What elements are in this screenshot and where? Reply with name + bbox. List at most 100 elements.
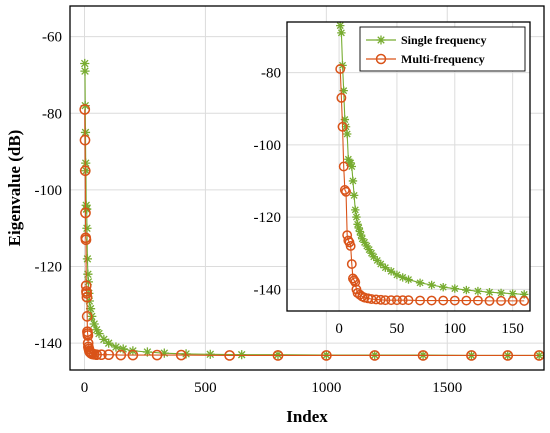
data-point: [89, 319, 99, 329]
data-point: [103, 349, 115, 361]
legend-entry-multi-frequency: Multi-frequency: [366, 52, 485, 66]
data-point: [353, 220, 362, 229]
data-point: [354, 223, 363, 233]
data-point: [151, 349, 163, 361]
data-point: [472, 295, 483, 306]
data-point: [85, 304, 96, 314]
data-point: [519, 295, 530, 306]
data-point: [415, 278, 425, 288]
x-tick-label: 50: [389, 321, 404, 337]
data-point: [82, 223, 92, 233]
y-tick-label: -120: [35, 260, 63, 276]
data-point: [80, 207, 91, 219]
data-point: [80, 101, 90, 111]
data-point: [272, 350, 284, 361]
data-point: [336, 92, 347, 103]
x-tick-label: 1500: [432, 380, 462, 396]
data-point: [381, 263, 390, 272]
y-tick-label: -120: [254, 210, 282, 226]
data-point: [92, 325, 102, 335]
main-plot: 0 500 1000 1500-60-80-100-120-140 Index Eig…: [5, 5, 545, 426]
data-point: [344, 155, 353, 164]
data-point: [352, 212, 361, 222]
data-point: [404, 275, 413, 284]
inset-plot-frame: [286, 21, 531, 312]
data-point: [320, 350, 332, 361]
x-tick-label: 500: [194, 380, 217, 396]
main-tick-labels: 0 500 1000 1500-60-80-100-120-140: [35, 30, 463, 396]
data-point: [362, 241, 372, 251]
data-point: [142, 347, 152, 357]
x-tick-label: 1000: [311, 380, 341, 396]
data-point: [115, 349, 127, 361]
data-point: [348, 176, 358, 186]
data-point: [386, 295, 397, 306]
data-point: [508, 289, 517, 298]
data-point: [337, 121, 348, 132]
data-point: [403, 295, 414, 306]
data-point: [340, 115, 350, 124]
data-point: [83, 269, 93, 279]
data-point: [79, 165, 91, 177]
data-point: [355, 227, 365, 236]
y-tick-label: -60: [42, 30, 62, 46]
series-multi-frequency: [335, 64, 530, 306]
data-point: [81, 311, 93, 322]
data-point: [118, 344, 128, 354]
data-point: [520, 290, 529, 299]
data-point: [80, 280, 92, 292]
data-point: [79, 134, 91, 146]
y-axis-label: Eigenvalue (dB): [5, 130, 24, 247]
data-point: [343, 235, 354, 246]
data-point: [127, 349, 139, 361]
main-series: [79, 58, 545, 361]
inset-plot: 0 50 100 150 -80 -100 -120 -140 Single frequenc…: [254, 21, 531, 337]
data-point: [224, 350, 235, 361]
y-tick-label: -100: [35, 183, 63, 199]
legend: Single frequency Multi-frequency: [359, 26, 526, 72]
data-point: [346, 158, 355, 168]
data-point: [358, 234, 367, 243]
data-point: [415, 295, 426, 306]
data-point: [380, 295, 391, 306]
data-point: [391, 295, 402, 306]
data-point: [81, 288, 93, 299]
data-point: [360, 238, 369, 247]
data-point: [111, 342, 121, 352]
data-point: [349, 191, 359, 200]
series-single-frequency: [80, 58, 544, 361]
x-tick-label: 0: [335, 321, 343, 337]
data-point: [366, 294, 377, 305]
data-point: [339, 185, 350, 195]
data-point: [347, 162, 356, 171]
data-point: [273, 350, 283, 360]
data-point: [356, 230, 366, 240]
data-point: [345, 241, 356, 251]
data-point: [79, 104, 91, 115]
data-point: [496, 295, 507, 306]
data-point: [80, 66, 90, 76]
data-point: [349, 275, 360, 286]
series-multi-frequency: [79, 104, 545, 361]
y-tick-label: -80: [261, 66, 281, 82]
data-point: [473, 286, 483, 296]
data-point: [466, 350, 477, 361]
data-point: [80, 234, 92, 246]
data-point: [175, 349, 187, 361]
data-point: [392, 270, 402, 280]
legend-box: [359, 26, 526, 72]
x-axis-label: Index: [286, 407, 328, 426]
data-point: [449, 295, 460, 306]
data-point: [461, 295, 472, 306]
data-point: [205, 349, 215, 359]
data-point: [438, 295, 449, 306]
data-point: [346, 259, 357, 269]
x-tick-label: 0: [81, 380, 89, 396]
data-point: [426, 295, 437, 306]
y-tick-label: -140: [254, 282, 282, 298]
legend-entry-single-frequency: Single frequency: [366, 33, 486, 47]
y-tick-label: -80: [42, 106, 62, 122]
data-point: [367, 249, 376, 258]
legend-asterisk-icon: [366, 35, 396, 45]
